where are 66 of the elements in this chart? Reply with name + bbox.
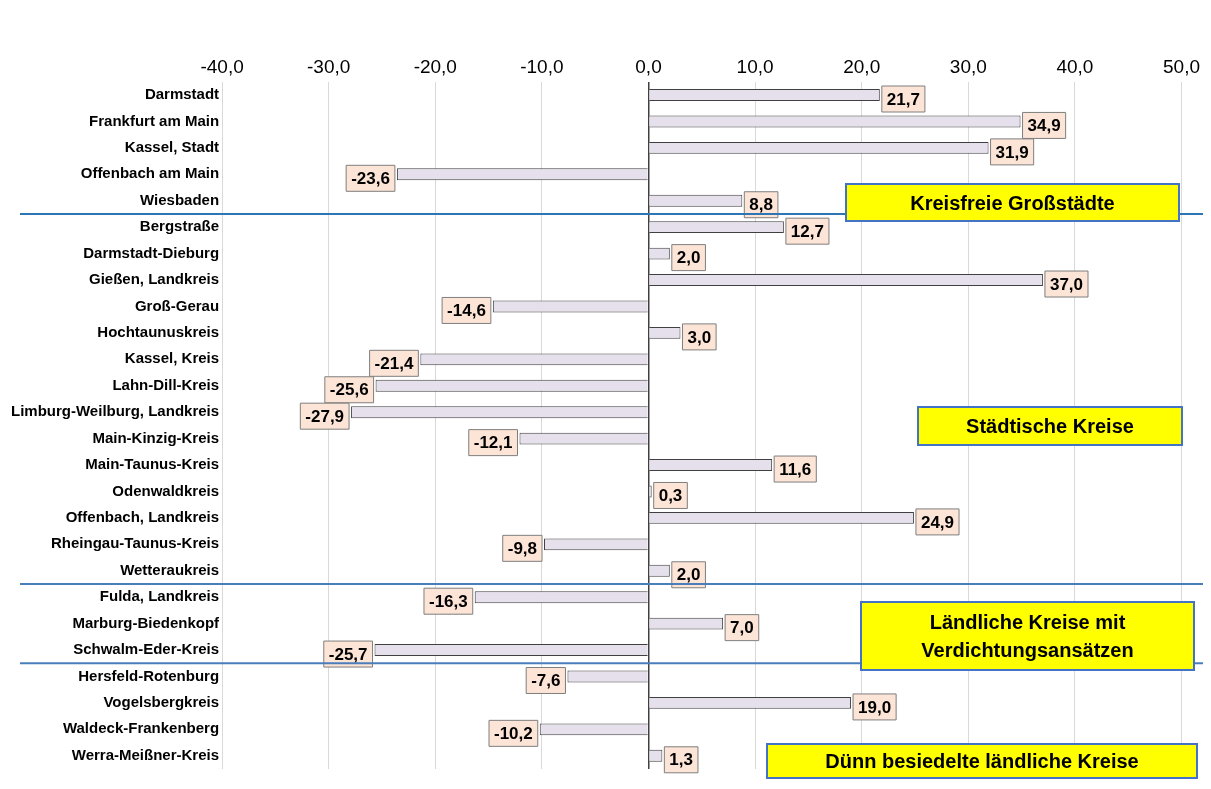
y-tick-label: Fulda, Landkreis [99,587,220,605]
data-label: -25,7 [328,644,368,664]
data-label: -21,4 [374,354,414,374]
annotation: Dünn besiedelte ländliche Kreise [825,749,1139,774]
data-label: 24,9 [920,512,955,532]
x-tick-label: -40,0 [200,55,244,77]
x-tick-label: 20,0 [843,55,881,77]
data-label: 34,9 [1027,116,1061,136]
data-label: -23,6 [351,169,390,188]
y-tick-label: Wetteraukreis [120,560,220,578]
data-label: 19,0 [858,697,892,717]
y-tick-label: Hersfeld-Rotenburg [78,666,220,684]
y-tick-label: Darmstadt-Dieburg [83,243,220,261]
y-tick-label: Kassel, Stadt [124,138,220,156]
data-label: 21,7 [886,89,920,109]
y-tick-label: Rheingau-Taunus-Kreis [51,534,220,552]
y-tick-label: Offenbach am Main [80,164,220,182]
x-tick-label: -20,0 [413,55,457,77]
y-tick-label: Frankfurt am Main [89,111,220,129]
y-tick-label: Waldeck-Frankenberg [62,719,220,737]
x-tick-label: 50,0 [1163,55,1200,77]
y-tick-label: Groß-Gerau [134,296,220,314]
data-label: -9,8 [507,539,538,559]
y-tick-label: Werra-Meißner-Kreis [71,745,220,763]
data-label: -27,9 [305,406,345,426]
x-tick-label: 40,0 [1056,55,1094,77]
data-label: -25,6 [329,380,369,400]
y-tick-label: Odenwaldkreis [112,481,220,499]
y-tick-label: Schwalm-Eder-Kreis [73,640,220,658]
y-tick-label: Main-Kinzig-Kreis [92,428,220,446]
annotation: Städtische Kreise [966,414,1134,439]
data-label: -14,6 [447,301,486,321]
data-label: 11,6 [779,459,812,479]
annotation: Kreisfreie Großstädte [910,190,1115,216]
y-tick-label: Wiesbaden [140,190,220,208]
data-label: 31,9 [995,142,1029,162]
x-tick-label: 30,0 [949,55,987,77]
y-tick-label: Offenbach, Landkreis [65,508,220,526]
data-label: 2,0 [676,565,701,585]
annotation: Ländliche Kreise mit Verdichtungsansätzen [920,610,1135,663]
data-label: 3,0 [687,327,712,347]
y-tick-label: Main-Taunus-Kreis [85,455,220,473]
y-tick-label: Darmstadt [144,85,220,103]
x-tick-label: -10,0 [520,55,564,77]
y-tick-label: Marburg-Biedenkopf [72,613,221,631]
y-tick-label: Kassel, Kreis [124,349,220,367]
data-label: 1,3 [669,750,693,770]
data-label: -7,6 [531,671,561,691]
data-label: -16,3 [428,591,468,611]
y-tick-label: Lahn-Dill-Kreis [112,375,220,393]
y-tick-label: Vogelsbergkreis [103,693,220,711]
data-label: 12,7 [790,221,824,241]
data-label: -10,2 [494,724,533,744]
y-tick-label: Limburg-Weilburg, Landkreis [11,402,220,420]
x-tick-label: 10,0 [736,55,774,77]
data-label: 0,3 [658,486,683,506]
data-label: 37,0 [1049,274,1084,294]
data-label: 8,8 [749,195,773,215]
data-label: 7,0 [730,618,754,638]
x-tick-label: 0,0 [635,55,662,77]
y-tick-label: Bergstraße [139,217,220,235]
y-tick-label: Gießen, Landkreis [89,270,220,288]
data-label: 2,0 [676,248,701,268]
y-tick-label: Hochtaunuskreis [97,323,220,341]
data-label: -12,1 [473,433,513,453]
x-tick-label: -30,0 [307,55,351,77]
